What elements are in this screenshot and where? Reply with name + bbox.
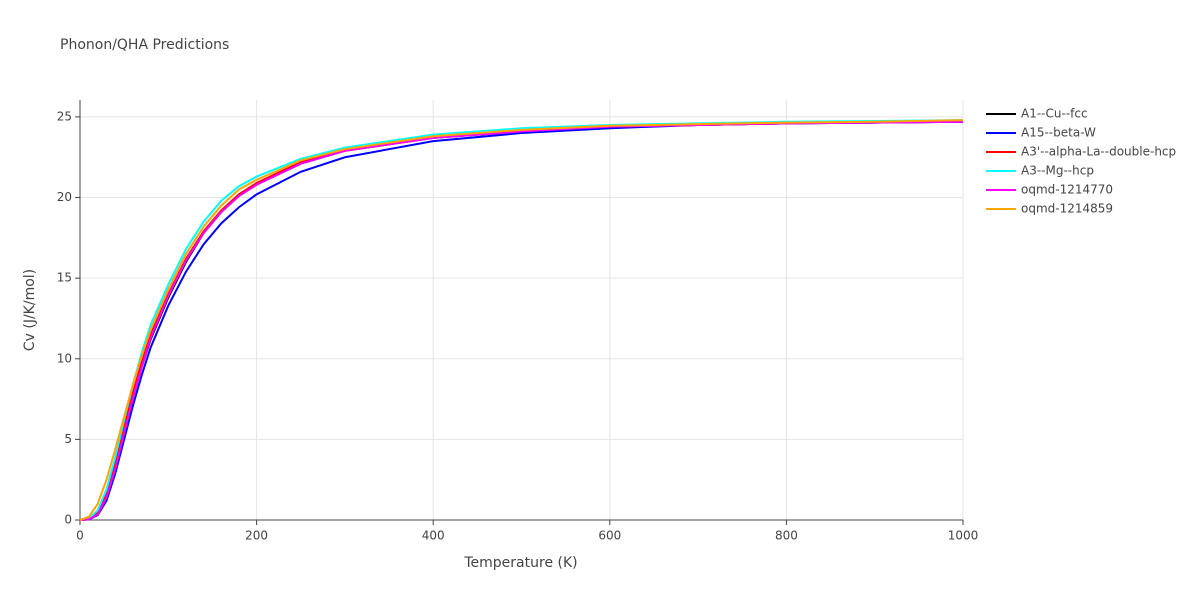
legend-label: A3'--alpha-La--double-hcp	[1021, 145, 1176, 159]
x-tick-label: 1000	[948, 529, 979, 543]
legend-label: oqmd-1214770	[1021, 183, 1113, 197]
x-tick-label: 0	[76, 529, 84, 543]
y-tick-label: 5	[64, 432, 72, 446]
y-axis-label: Cv (J/K/mol)	[22, 269, 38, 351]
x-tick-label: 400	[422, 529, 445, 543]
y-tick-label: 0	[64, 513, 72, 527]
legend-label: A3--Mg--hcp	[1021, 164, 1094, 178]
x-tick-label: 800	[775, 529, 798, 543]
y-tick-label: 10	[57, 351, 72, 365]
legend-label: A1--Cu--fcc	[1021, 107, 1088, 121]
series-line	[79, 119, 964, 521]
chart-title: Phonon/QHA Predictions	[60, 37, 229, 53]
x-tick-label: 200	[245, 529, 268, 543]
series-line	[79, 120, 964, 521]
series-line	[79, 120, 964, 521]
y-tick-label: 20	[57, 190, 72, 204]
series-line	[79, 120, 964, 521]
series-line	[79, 119, 964, 521]
x-tick-label: 600	[598, 529, 621, 543]
series-line	[79, 119, 964, 521]
y-tick-label: 15	[57, 271, 72, 285]
legend-label: oqmd-1214859	[1021, 202, 1113, 216]
y-tick-label: 25	[57, 109, 72, 123]
x-axis-label: Temperature (K)	[463, 555, 577, 571]
legend-label: A15--beta-W	[1021, 126, 1096, 140]
